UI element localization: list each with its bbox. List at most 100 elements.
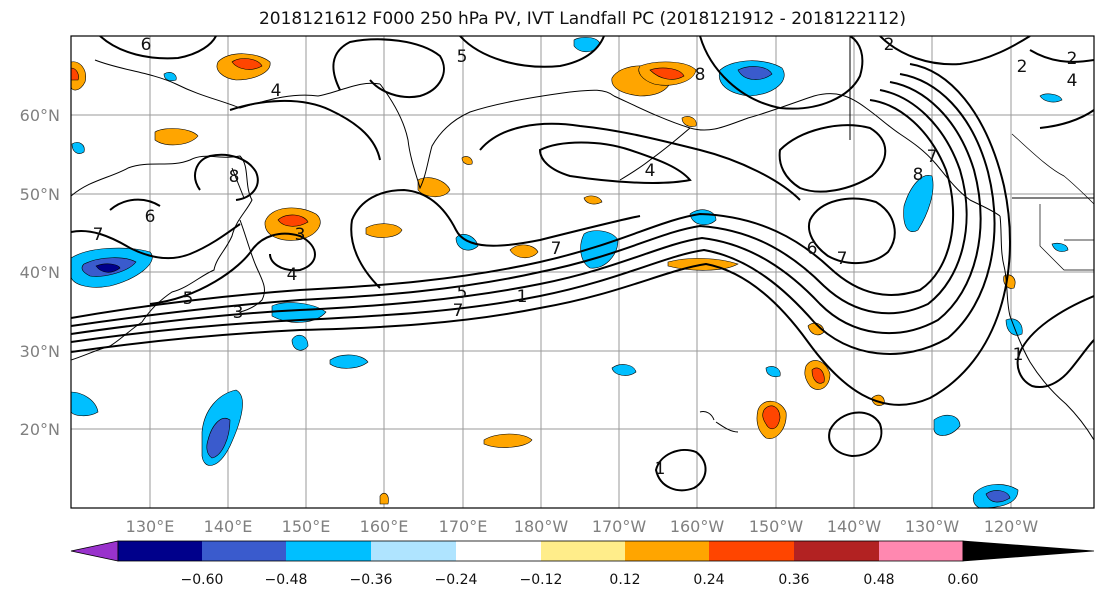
ivt-blob [985,490,1011,503]
lon-tick-label: 130°W [905,517,960,536]
map-frame [70,35,1095,509]
pv-contour-label: 8 [695,65,706,85]
ivt-blob [649,67,685,80]
pv-contours [71,36,1094,492]
lat-tick-label: 50°N [20,185,60,204]
colorbar-segment [541,541,625,561]
pv-contour-label: 4 [1067,71,1078,91]
pv-contour-label: 6 [145,207,156,227]
pv-contour-label: 2 [1017,57,1028,77]
ivt-blob [933,414,961,436]
pv-contour-label: 6 [807,239,818,259]
lat-tick-label: 30°N [20,342,60,361]
colorbar-segment [286,541,371,561]
ivt-blob [365,223,403,238]
ivt-blob [483,433,533,448]
pv-contour-label: 7 [551,239,562,259]
lon-tick-label: 160°W [670,517,725,536]
colorbar-tick-label: −0.24 [435,572,478,588]
ivt-positive-shading [71,53,1016,505]
colorbar: −0.60 −0.48 −0.36 −0.24 −0.12 0.12 0.24 … [70,540,1095,588]
ivt-blob [231,58,263,70]
pv-contour-label: 8 [229,167,240,187]
ivt-blob [1051,242,1069,252]
ivt-blob [95,263,121,273]
lon-tick-label: 140°E [204,517,253,536]
lon-tick-label: 170°W [592,517,647,536]
lon-tick-label: 160°E [360,517,409,536]
pv-contour-label: 1 [655,459,666,479]
ivt-blob [163,72,177,82]
lon-tick-label: 150°W [749,517,804,536]
ivt-blob [154,128,199,146]
ivt-blob [580,230,619,269]
colorbar-segment [794,541,879,561]
pv-contour-label: 7 [837,249,848,269]
ivt-blob [71,391,99,417]
pv-contour-label: 4 [271,81,282,101]
colorbar-tick-label: −0.12 [520,572,563,588]
ivt-blob [681,116,697,127]
colorbar-tick-label: −0.36 [350,572,393,588]
ivt-blob [329,354,369,369]
colorbar-segment [118,541,202,561]
pv-contour-label: 1 [1013,345,1024,365]
lon-tick-labels: 130°E 140°E 150°E 160°E 170°E 180°W 170°… [126,517,1039,536]
ivt-blob [611,364,637,376]
colorbar-tick-label: 0.24 [693,572,724,588]
ivt-blob [737,66,773,80]
colorbar-segment [456,541,541,561]
colorbar-tick-label: 0.60 [947,572,978,588]
ivt-blob [811,367,825,384]
lat-tick-labels: 20°N 30°N 40°N 50°N 60°N [20,106,60,439]
ivt-blob [277,214,309,227]
colorbar-tick-label: 0.12 [609,572,640,588]
colorbar-segment [709,541,794,561]
colorbar-segment [202,541,286,561]
colorbar-tick-labels: −0.60 −0.48 −0.36 −0.24 −0.12 0.12 0.24 … [181,572,979,588]
ivt-blob [291,334,309,351]
lon-tick-label: 170°E [439,517,488,536]
ivt-blob [765,366,781,378]
pv-contour-label: 5 [457,283,468,303]
colorbar-tick-label: −0.48 [265,572,308,588]
colorbar-tick-label: 0.36 [778,572,809,588]
colorbar-tick-label: −0.60 [181,572,224,588]
pv-contour-label: 7 [93,225,104,245]
lat-tick-label: 40°N [20,263,60,282]
pv-contour-label: 8 [913,165,924,185]
lon-tick-label: 180°W [514,517,569,536]
pv-contour-label: 2 [884,35,895,55]
pv-contour-labels: 6 2 6 4 5 7 3 4 5 3 7 5 1 7 8 2 7 4 8 6 … [93,35,1078,479]
ivt-blob [379,492,389,505]
ivt-blob [583,195,603,205]
ivt-blob [509,244,539,259]
colorbar-extend-low [70,540,119,562]
ivt-blob [1039,93,1063,103]
coastlines [71,36,1094,441]
map-title: 2018121612 F000 250 hPa PV, IVT Landfall… [258,9,906,29]
lon-tick-label: 150°E [282,517,331,536]
ivt-blob [903,175,934,232]
pv-contour-label: 5 [183,289,194,309]
ivt-blob [762,405,781,430]
ivt-blob [461,156,473,165]
pv-contour-label: 6 [141,35,152,55]
colorbar-extend-high [962,540,1095,562]
pv-contour-label: 3 [233,303,244,323]
lon-tick-label: 130°E [126,517,175,536]
lon-tick-label: 120°W [984,517,1039,536]
ivt-blob [71,67,79,81]
pv-contour-label: 4 [645,161,656,181]
colorbar-segment [879,541,963,561]
ivt-blob [689,209,717,226]
ivt-blob [206,418,231,459]
lat-tick-label: 20°N [20,420,60,439]
pv-contour-label: 5 [457,47,468,67]
colorbar-outline [117,540,964,562]
colorbar-tick-label: 0.48 [863,572,894,588]
lon-tick-label: 140°W [827,517,882,536]
lat-tick-label: 60°N [20,106,60,125]
pv-contour-label: 1 [517,287,528,307]
